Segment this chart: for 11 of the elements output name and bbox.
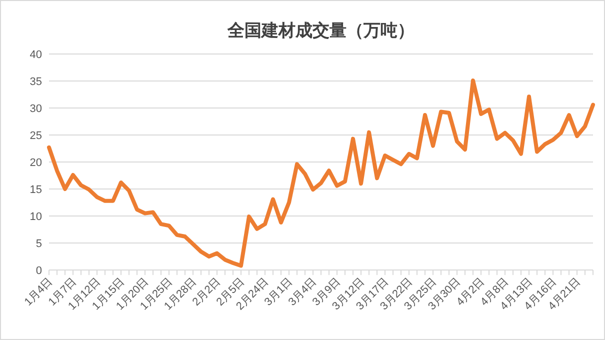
chart-title: 全国建材成交量（万吨）	[226, 21, 414, 40]
y-tick-label: 10	[30, 211, 42, 223]
y-tick-label: 0	[36, 265, 42, 277]
y-tick-label: 5	[36, 238, 42, 250]
y-tick-label: 25	[30, 130, 42, 142]
y-tick-label: 30	[30, 103, 42, 115]
line-series	[47, 78, 595, 268]
y-tick-label: 40	[30, 49, 42, 61]
y-tick-label: 20	[30, 157, 42, 169]
y-tick-label: 35	[30, 76, 42, 88]
y-tick-label: 15	[30, 184, 42, 196]
